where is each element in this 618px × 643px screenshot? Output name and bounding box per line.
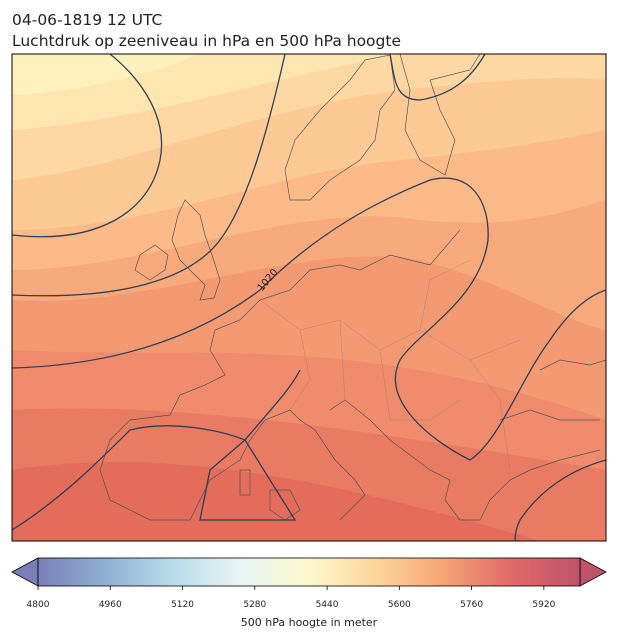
date: 04-06-1819 12 UTC (12, 11, 162, 29)
colorbar-tick-label: 5600 (388, 600, 411, 610)
coastline (284, 54, 396, 201)
coastline (99, 329, 366, 521)
colorbar-tick-label: 5280 (243, 600, 266, 610)
isobar (12, 54, 286, 297)
band (12, 54, 200, 95)
colorbar-body (37, 557, 581, 587)
coastline (499, 359, 606, 421)
colorbar: 4800 4960 5120 5280 5440 5600 5760 5920 (11, 557, 607, 610)
isobar (12, 177, 606, 461)
coastline (214, 229, 461, 331)
colorbar-extend-low (11, 557, 39, 587)
isobar (12, 54, 163, 238)
coastline (399, 54, 481, 176)
colorbar-tick-label: 5760 (460, 600, 483, 610)
colorbar-extend-high (579, 557, 607, 587)
map: 1020 (12, 54, 606, 541)
colorbar-tick-label: 5920 (532, 600, 555, 610)
title: Luchtdruk op zeeniveau in hPa en 500 hPa… (12, 32, 401, 50)
colorbar-tick-label: 5120 (171, 600, 194, 610)
isobar (12, 369, 301, 531)
colorbar-tick-label: 4800 (27, 600, 50, 610)
colorbar-tick-label: 4960 (99, 600, 122, 610)
coastline (171, 199, 221, 301)
isobar (199, 439, 297, 521)
colorbar-tick-label: 5440 (316, 600, 339, 610)
border (259, 259, 521, 471)
coastline (329, 399, 601, 521)
isobar (389, 54, 486, 101)
coastline (134, 244, 169, 281)
map-frame (11, 53, 607, 542)
isobar (514, 459, 606, 541)
colorbar-label: 500 hPa hoogte in meter (241, 616, 378, 629)
